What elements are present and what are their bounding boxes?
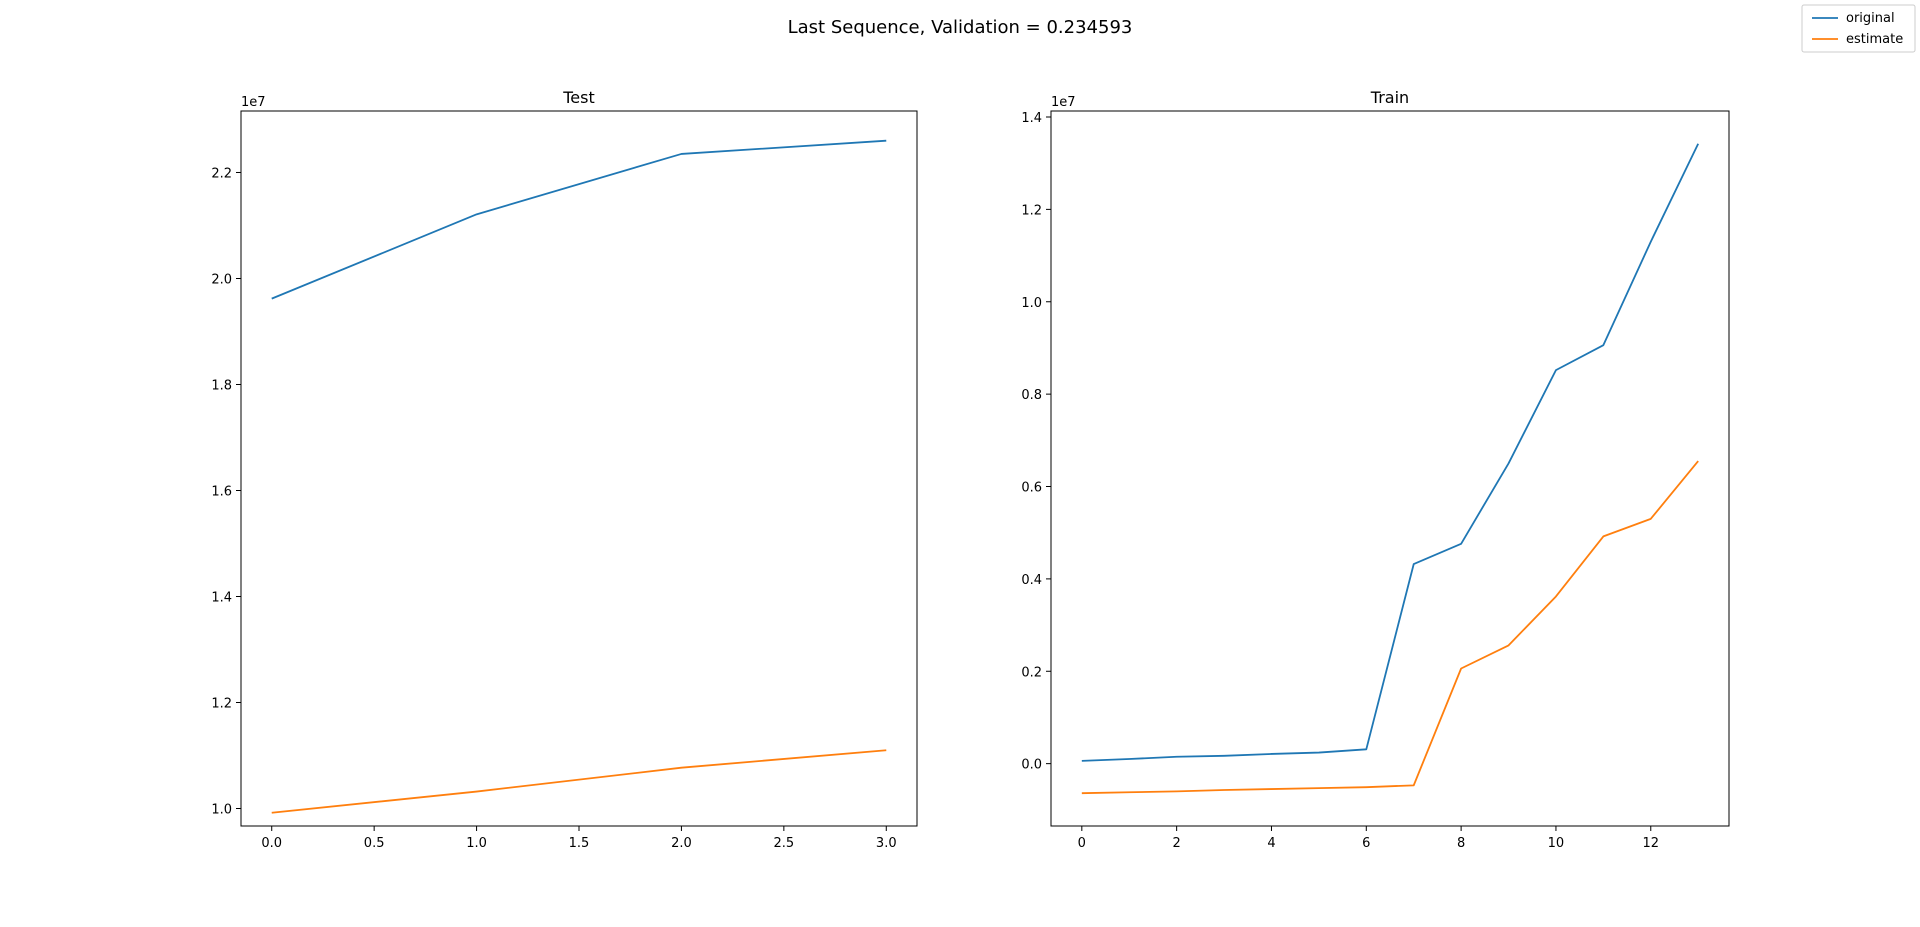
- test-x-tick-label: 0.5: [364, 836, 385, 851]
- legend-frame: [1801, 4, 1916, 53]
- train-series-estimate-line: [1081, 460, 1699, 795]
- test-y-tick-label: 2.0: [211, 272, 232, 287]
- test-y-tick-label: 1.8: [211, 378, 232, 393]
- train-x-tick-label: 12: [1642, 836, 1659, 851]
- train-y-tick-label: 1.0: [1021, 296, 1042, 311]
- train-chart-title: Train: [1370, 88, 1409, 107]
- legend-label-original: original: [1846, 11, 1895, 26]
- train-x-tick-label: 0: [1078, 836, 1086, 851]
- axes-test: Test 1e7 0.0 0.5 1.0 1.5 2.0 2.5 3.0 1.0 1.2 1.4 1.6…: [211, 88, 918, 851]
- test-y-tick-label: 1.0: [211, 803, 232, 818]
- test-x-tick-label: 1.0: [466, 836, 487, 851]
- test-x-tick-label: 0.0: [261, 836, 282, 851]
- test-x-tick-label: 1.5: [569, 836, 590, 851]
- test-series-original-line: [271, 139, 887, 300]
- test-y-tick-label: 1.4: [211, 591, 232, 606]
- test-x-tick-label: 2.0: [671, 836, 692, 851]
- train-y-offset-label: 1e7: [1051, 95, 1076, 110]
- test-y-offset-label: 1e7: [241, 95, 266, 110]
- test-series-estimate-line: [271, 749, 887, 814]
- train-x-tick-label: 6: [1362, 836, 1370, 851]
- test-y-tick-label: 1.2: [211, 697, 232, 712]
- test-chart-title: Test: [562, 88, 595, 107]
- figure-suptitle: Last Sequence, Validation = 0.234593: [788, 17, 1133, 38]
- test-y-tick-label: 2.2: [211, 166, 232, 181]
- axes-train: Train 1e7 0 2 4 6 8 10 12 0.0 0.2 0.4 0.6 0.8 1.0 1.2 1.…: [1021, 88, 1730, 851]
- test-axes-frame: [240, 110, 918, 827]
- train-y-tick-label: 0.4: [1021, 573, 1042, 588]
- train-x-tick-label: 2: [1173, 836, 1181, 851]
- test-x-tick-label: 2.5: [774, 836, 795, 851]
- train-y-tick-label: 0.8: [1021, 388, 1042, 403]
- train-x-tick-label: 10: [1548, 836, 1565, 851]
- train-x-tick-label: 8: [1457, 836, 1465, 851]
- train-y-tick-label: 1.2: [1021, 203, 1042, 218]
- train-y-tick-label: 0.2: [1021, 665, 1042, 680]
- train-y-tick-label: 0.0: [1021, 758, 1042, 773]
- test-x-tick-label: 3.0: [876, 836, 897, 851]
- train-axes-frame: [1050, 110, 1730, 827]
- test-y-tick-label: 1.6: [211, 484, 232, 499]
- legend-label-estimate: estimate: [1846, 32, 1903, 47]
- legend: original estimate: [1801, 4, 1916, 53]
- train-x-tick-label: 4: [1267, 836, 1275, 851]
- train-y-tick-label: 1.4: [1021, 111, 1042, 126]
- train-series-original-line: [1081, 143, 1699, 762]
- train-y-tick-label: 0.6: [1021, 481, 1042, 496]
